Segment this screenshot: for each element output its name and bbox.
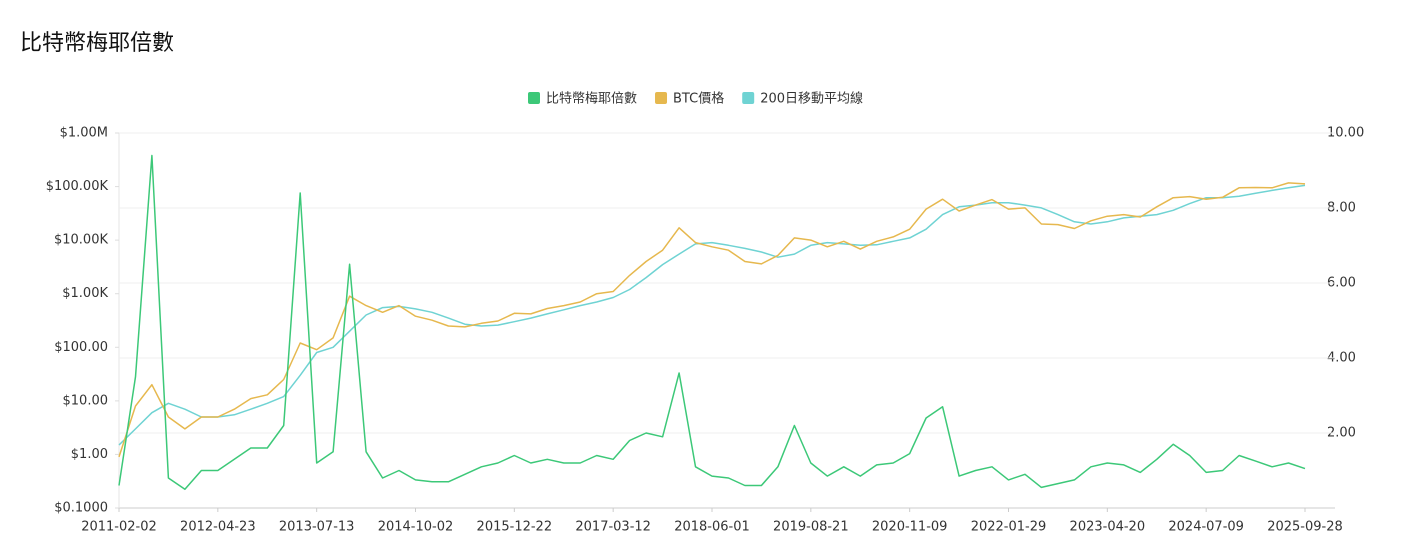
series-line (118, 182, 1306, 458)
x-tick-label: 2015-12-22 (477, 520, 553, 535)
y2-tick-label: 8.00 (1327, 201, 1356, 216)
series-line (118, 154, 1306, 491)
legend-label: 200日移動平均線 (760, 91, 863, 107)
x-tick-label: 2012-04-23 (180, 520, 256, 535)
x-tick-label: 2020-11-09 (872, 520, 948, 535)
y-tick-label: $100.00 (54, 340, 108, 355)
legend-swatch (655, 92, 668, 104)
y2-tick-label: 10.00 (1327, 126, 1364, 141)
y-tick-label: $1.00 (71, 447, 108, 462)
legend-swatch (742, 92, 755, 104)
x-tick-label: 2018-06-01 (674, 520, 750, 535)
legend-label: 比特幣梅耶倍數 (546, 92, 637, 107)
x-tick-label: 2013-07-13 (279, 520, 355, 535)
y-tick-label: $0.1000 (54, 501, 108, 516)
y2-tick-label: 4.00 (1327, 351, 1356, 366)
x-tick-label: 2022-01-29 (971, 520, 1047, 535)
y-tick-label: $1.00K (62, 286, 108, 301)
y2-tick-label: 6.00 (1327, 276, 1356, 291)
y-tick-label: $10.00K (54, 233, 108, 248)
y-tick-label: $100.00K (46, 179, 109, 194)
x-tick-label: 2023-04-20 (1070, 520, 1146, 535)
y2-tick-label: 2.00 (1327, 426, 1356, 441)
series-line (118, 184, 1306, 446)
x-tick-label: 2024-07-09 (1168, 520, 1244, 535)
x-tick-label: 2019-08-21 (773, 520, 849, 535)
y-tick-label: $10.00 (63, 393, 109, 408)
x-tick-label: 2014-10-02 (378, 520, 454, 535)
y-tick-label: $1.00M (60, 126, 108, 141)
legend-swatch (528, 92, 540, 104)
chart-title: 比特幣梅耶倍數 (20, 31, 174, 56)
x-tick-label: 2025-09-28 (1267, 520, 1343, 535)
x-tick-label: 2011-02-02 (81, 520, 157, 535)
x-tick-label: 2017-03-12 (575, 520, 651, 535)
legend-label: BTC價格 (673, 91, 724, 107)
